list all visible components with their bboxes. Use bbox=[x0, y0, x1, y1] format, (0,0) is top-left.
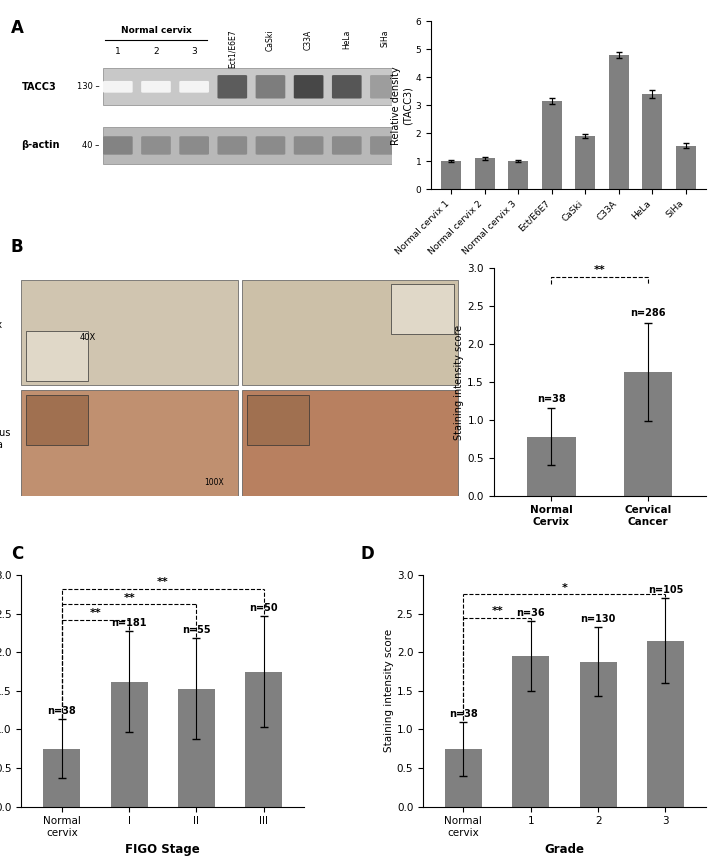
Text: 40 –: 40 – bbox=[82, 141, 99, 150]
Bar bbox=[647, 641, 684, 807]
FancyBboxPatch shape bbox=[179, 81, 209, 93]
Text: A: A bbox=[11, 19, 24, 37]
Text: C33A: C33A bbox=[304, 30, 313, 50]
Bar bbox=[391, 284, 454, 335]
Bar bbox=[26, 331, 88, 381]
Text: 100X: 100X bbox=[205, 478, 225, 487]
FancyBboxPatch shape bbox=[332, 136, 361, 154]
Bar bbox=[642, 94, 662, 189]
Text: Normal cervix: Normal cervix bbox=[120, 27, 191, 35]
Text: n=36: n=36 bbox=[516, 608, 545, 619]
Text: 3: 3 bbox=[191, 46, 197, 56]
Text: n=38: n=38 bbox=[449, 709, 478, 719]
Text: CaSki: CaSki bbox=[266, 30, 275, 51]
FancyBboxPatch shape bbox=[103, 81, 133, 93]
Text: 40X: 40X bbox=[79, 333, 96, 342]
FancyBboxPatch shape bbox=[256, 75, 285, 99]
Text: n=38: n=38 bbox=[48, 706, 76, 716]
Bar bbox=[475, 158, 495, 189]
Bar bbox=[441, 161, 461, 189]
Bar bbox=[624, 372, 672, 496]
Bar bbox=[609, 55, 629, 189]
Text: n=50: n=50 bbox=[250, 603, 278, 613]
Bar bbox=[245, 672, 282, 807]
Bar bbox=[178, 688, 215, 807]
Bar bbox=[445, 749, 482, 807]
Bar bbox=[542, 101, 562, 189]
Bar bbox=[512, 656, 549, 807]
Text: n=286: n=286 bbox=[630, 308, 666, 318]
Y-axis label: Staining intensity score: Staining intensity score bbox=[454, 324, 464, 439]
Text: Ect1/E6E7: Ect1/E6E7 bbox=[228, 30, 237, 69]
Text: **: ** bbox=[157, 577, 169, 588]
Bar bbox=[242, 280, 458, 385]
Bar bbox=[580, 662, 617, 807]
FancyBboxPatch shape bbox=[370, 75, 400, 99]
FancyBboxPatch shape bbox=[217, 75, 247, 99]
Text: HeLa: HeLa bbox=[342, 30, 352, 49]
Bar bbox=[21, 280, 237, 385]
Text: 1: 1 bbox=[115, 46, 120, 56]
Y-axis label: Staining intensity score: Staining intensity score bbox=[384, 629, 394, 752]
Bar bbox=[21, 390, 237, 496]
Bar bbox=[26, 395, 88, 444]
Text: n=55: n=55 bbox=[182, 625, 211, 635]
Bar bbox=[43, 749, 81, 807]
FancyBboxPatch shape bbox=[294, 136, 324, 154]
Bar bbox=[242, 390, 458, 496]
FancyBboxPatch shape bbox=[370, 136, 400, 154]
Text: *: * bbox=[562, 583, 568, 593]
Bar bbox=[676, 146, 696, 189]
Y-axis label: Relative density
(TACC3): Relative density (TACC3) bbox=[391, 66, 413, 144]
Text: TACC3: TACC3 bbox=[21, 82, 56, 92]
FancyBboxPatch shape bbox=[332, 75, 361, 99]
Bar bbox=[508, 161, 528, 189]
Text: **: ** bbox=[123, 593, 135, 603]
FancyBboxPatch shape bbox=[141, 136, 171, 154]
FancyBboxPatch shape bbox=[217, 136, 247, 154]
Text: β-actin: β-actin bbox=[21, 141, 60, 150]
Text: Cervix squamous
cell carcinoma: Cervix squamous cell carcinoma bbox=[0, 428, 10, 450]
FancyBboxPatch shape bbox=[179, 136, 209, 154]
Text: SiHa: SiHa bbox=[381, 30, 389, 47]
Bar bbox=[103, 69, 392, 106]
Bar bbox=[575, 136, 595, 189]
FancyBboxPatch shape bbox=[141, 81, 171, 93]
Text: n=105: n=105 bbox=[648, 585, 683, 595]
Text: **: ** bbox=[594, 265, 605, 275]
Text: 130 –: 130 – bbox=[76, 82, 99, 91]
Text: Normal cervix: Normal cervix bbox=[0, 320, 2, 330]
Text: C: C bbox=[11, 545, 23, 563]
Bar bbox=[111, 681, 148, 807]
FancyBboxPatch shape bbox=[103, 136, 133, 154]
X-axis label: Grade: Grade bbox=[545, 843, 585, 856]
Text: 2: 2 bbox=[153, 46, 159, 56]
Text: n=181: n=181 bbox=[111, 619, 147, 628]
Text: **: ** bbox=[90, 608, 101, 619]
Bar bbox=[528, 437, 575, 496]
Text: **: ** bbox=[491, 606, 503, 616]
FancyBboxPatch shape bbox=[294, 75, 324, 99]
Text: D: D bbox=[360, 545, 374, 563]
Text: B: B bbox=[11, 238, 24, 256]
Text: n=38: n=38 bbox=[537, 394, 566, 404]
Text: n=130: n=130 bbox=[580, 613, 616, 624]
Bar bbox=[103, 127, 392, 164]
FancyBboxPatch shape bbox=[256, 136, 285, 154]
Bar bbox=[247, 395, 309, 444]
X-axis label: FIGO Stage: FIGO Stage bbox=[125, 843, 200, 856]
